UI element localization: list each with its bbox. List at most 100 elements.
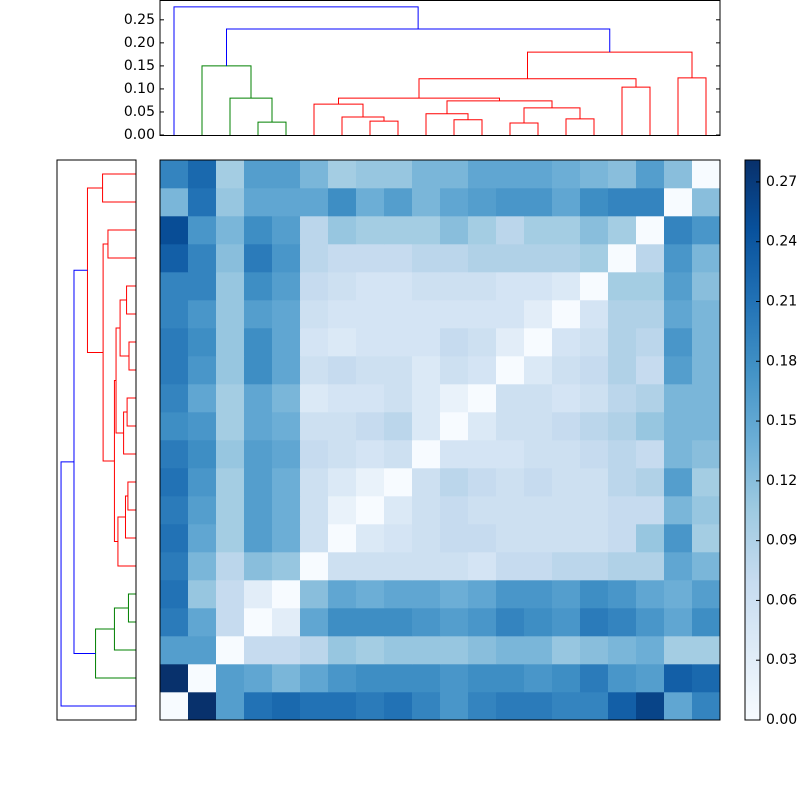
heatmap-cell — [692, 692, 721, 721]
heatmap-cell — [524, 272, 553, 301]
heatmap-cell — [692, 496, 721, 525]
heatmap-cell — [440, 160, 469, 189]
heatmap-cell — [216, 188, 245, 217]
heatmap-cell — [580, 160, 609, 189]
heatmap-cell — [552, 608, 581, 637]
dendrogram-link — [127, 593, 136, 623]
dendrogram-link — [229, 97, 273, 135]
heatmap-cell — [384, 300, 413, 329]
heatmap-cell — [524, 328, 553, 357]
heatmap-cell — [664, 692, 693, 721]
heatmap-cell — [664, 496, 693, 525]
dendrogram-link — [565, 118, 595, 135]
colorbar — [744, 159, 761, 721]
colorbar-tick-label: 0.15 — [766, 413, 797, 429]
heatmap-cell — [552, 496, 581, 525]
heatmap-cell — [692, 356, 721, 385]
heatmap-cell — [384, 524, 413, 553]
heatmap-cell — [468, 636, 497, 665]
heatmap-cell — [244, 272, 273, 301]
heatmap-cell — [328, 636, 357, 665]
heatmap-cell — [384, 552, 413, 581]
heatmap-cell — [552, 160, 581, 189]
heatmap-cell — [328, 244, 357, 273]
heatmap-cell — [692, 160, 721, 189]
heatmap-cell — [692, 272, 721, 301]
dendrogram-link — [527, 51, 693, 79]
heatmap-cell — [216, 440, 245, 469]
heatmap-cell — [496, 272, 525, 301]
heatmap-cell — [664, 580, 693, 609]
heatmap-cell — [468, 160, 497, 189]
heatmap-cell — [356, 496, 385, 525]
heatmap-cell — [384, 440, 413, 469]
heatmap-cell — [244, 692, 273, 721]
heatmap-cell — [188, 440, 217, 469]
heatmap-cell — [580, 440, 609, 469]
heatmap-cell — [300, 356, 329, 385]
dendrogram-link — [60, 461, 136, 707]
heatmap-cell — [552, 636, 581, 665]
heatmap-cell — [188, 412, 217, 441]
heatmap-cell — [552, 328, 581, 357]
heatmap-cell — [188, 244, 217, 273]
heatmap-cell — [160, 664, 189, 693]
heatmap-cell — [496, 608, 525, 637]
heatmap-cell — [468, 692, 497, 721]
heatmap-cell — [608, 188, 637, 217]
heatmap-cell — [468, 468, 497, 497]
dendrogram-link — [453, 119, 483, 135]
heatmap-cell — [244, 496, 273, 525]
heatmap-cell — [636, 216, 665, 245]
heatmap-cell — [636, 468, 665, 497]
heatmap-cell — [328, 272, 357, 301]
heatmap-cell — [384, 272, 413, 301]
heatmap-cell — [188, 468, 217, 497]
heatmap-cell — [356, 692, 385, 721]
heatmap-cell — [300, 328, 329, 357]
heatmap-cell — [552, 468, 581, 497]
heatmap-cell — [356, 272, 385, 301]
heatmap-cell — [328, 300, 357, 329]
colorbar-tick-label: 0.03 — [766, 652, 797, 668]
heatmap-cell — [524, 580, 553, 609]
heatmap-cell — [608, 300, 637, 329]
heatmap-cell — [440, 328, 469, 357]
heatmap-cell — [216, 580, 245, 609]
heatmap-cell — [468, 216, 497, 245]
heatmap-cell — [244, 440, 273, 469]
heatmap-cell — [216, 160, 245, 189]
heatmap-cell — [524, 188, 553, 217]
heatmap-cell — [244, 244, 273, 273]
heatmap-cell — [608, 384, 637, 413]
heatmap-cell — [188, 496, 217, 525]
heatmap-cell — [552, 244, 581, 273]
heatmap-cell — [300, 384, 329, 413]
heatmap-cell — [496, 384, 525, 413]
heatmap-cell — [188, 608, 217, 637]
heatmap-cell — [468, 524, 497, 553]
heatmap-cell — [272, 160, 301, 189]
heatmap-cell — [188, 300, 217, 329]
heatmap-cell — [300, 552, 329, 581]
heatmap-cell — [608, 216, 637, 245]
y-tick-label: 0.20 — [124, 35, 155, 51]
heatmap-cell — [496, 412, 525, 441]
heatmap-cell — [160, 496, 189, 525]
heatmap-cell — [300, 300, 329, 329]
heatmap-cell — [524, 440, 553, 469]
heatmap-cell — [160, 412, 189, 441]
heatmap-cell — [664, 216, 693, 245]
heatmap-cell — [524, 244, 553, 273]
heatmap-cell — [188, 552, 217, 581]
heatmap-cell — [608, 412, 637, 441]
heatmap-cell — [440, 300, 469, 329]
heatmap-cell — [496, 216, 525, 245]
heatmap-cell — [272, 300, 301, 329]
heatmap-cell — [216, 300, 245, 329]
dendrogram-link — [509, 122, 539, 135]
heatmap-cell — [188, 580, 217, 609]
heatmap-cell — [216, 636, 245, 665]
dendrogram-link — [523, 107, 581, 124]
heatmap-cell — [636, 300, 665, 329]
